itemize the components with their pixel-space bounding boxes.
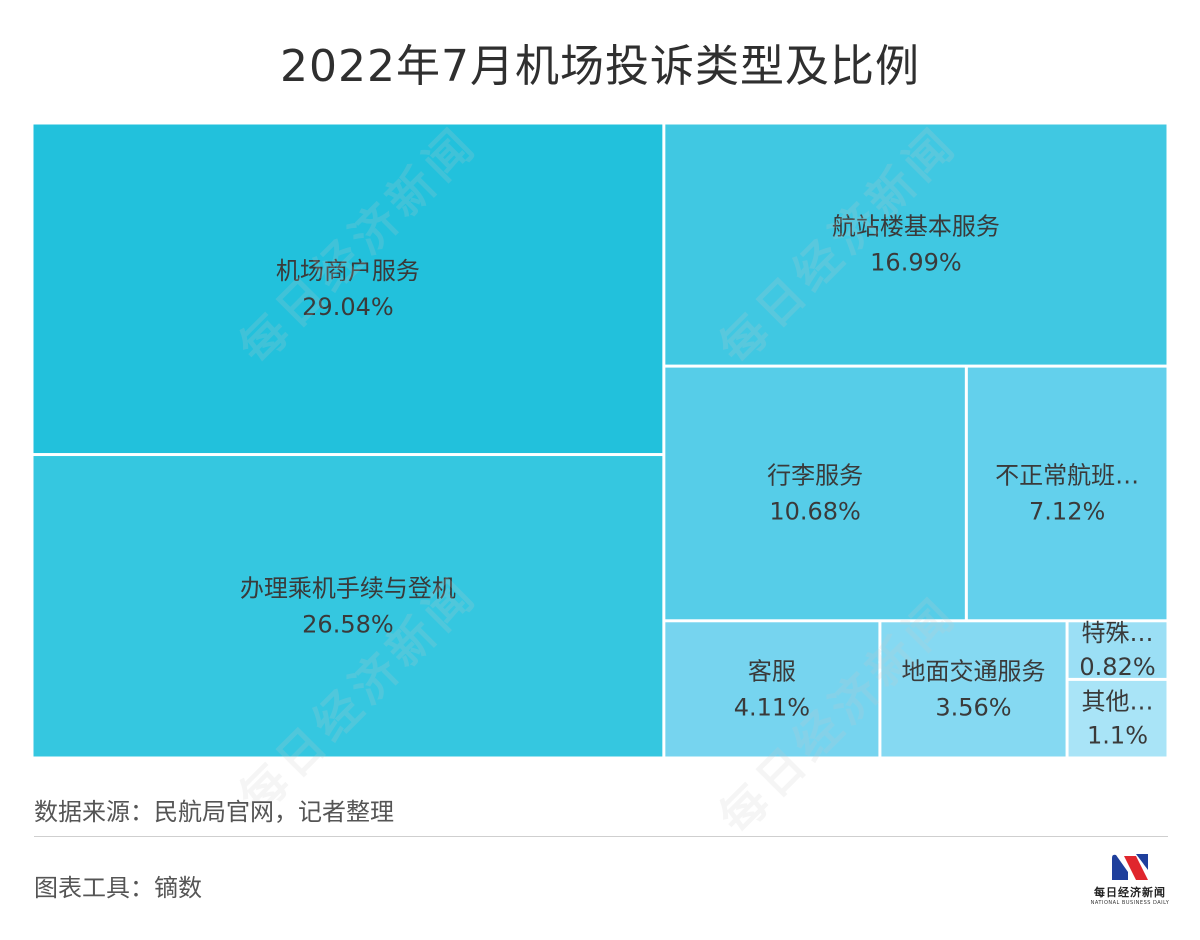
treemap-cell-rect (881, 622, 1066, 757)
treemap-cell-value: 10.68% (769, 497, 861, 525)
treemap-cell-name: 客服 (748, 657, 796, 685)
treemap-cell: 特殊… 0.82% (1068, 619, 1167, 681)
treemap-cell: 行李服务 10.68% (665, 367, 965, 620)
treemap-cell-value: 7.12% (1029, 497, 1105, 525)
treemap-cell-value: 3.56% (935, 693, 1011, 721)
treemap-cell-name: 办理乘机手续与登机 (240, 574, 456, 602)
treemap-cell: 航站楼基本服务 16.99% (665, 124, 1167, 365)
treemap-cell: 办理乘机手续与登机 26.58% (33, 456, 663, 757)
treemap-cell: 其他… 1.1% (1068, 680, 1167, 757)
treemap-cell-value: 0.82% (1079, 653, 1155, 681)
publisher-logo-name-en: NATIONAL BUSINESS DAILY (1090, 900, 1170, 906)
treemap-cell-rect (33, 124, 663, 454)
treemap-cell: 地面交通服务 3.56% (881, 622, 1066, 757)
treemap-cell-value: 1.1% (1087, 722, 1148, 750)
treemap-cell-name: 不正常航班… (995, 461, 1139, 489)
treemap-cell-rect (967, 367, 1167, 620)
chart-title: 2022年7月机场投诉类型及比例 (280, 41, 920, 92)
treemap-cell: 机场商户服务 29.04% (33, 124, 663, 454)
footer-divider (34, 836, 1168, 837)
treemap-cell-name: 航站楼基本服务 (832, 213, 1000, 241)
treemap-cell-rect (1068, 622, 1167, 678)
treemap-cell-value: 29.04% (302, 293, 394, 321)
treemap-cell-value: 26.58% (302, 610, 394, 638)
data-source-note: 数据来源：民航局官网，记者整理 (34, 798, 394, 826)
treemap-cell-name: 其他… (1082, 688, 1154, 716)
publisher-logo: 每日经济新闻 NATIONAL BUSINESS DAILY (1088, 852, 1172, 916)
treemap-cell-name: 特殊… (1082, 619, 1154, 647)
treemap-cell-name: 地面交通服务 (901, 657, 1045, 685)
treemap-cell-value: 4.11% (734, 693, 810, 721)
treemap-cell-name: 机场商户服务 (276, 257, 420, 285)
treemap-cell-rect (665, 622, 879, 757)
treemap-cell: 客服 4.11% (665, 622, 879, 757)
publisher-logo-icon (1112, 854, 1148, 880)
treemap-cell-rect (665, 367, 965, 620)
treemap-cell-rect (665, 124, 1167, 365)
chart-tool-note: 图表工具：镝数 (34, 874, 202, 902)
publisher-logo-name: 每日经济新闻 (1094, 886, 1166, 899)
treemap-cell-name: 行李服务 (767, 461, 863, 489)
treemap-cell-rect (1068, 680, 1167, 757)
treemap-cell: 不正常航班… 7.12% (967, 367, 1167, 620)
treemap-cell-value: 16.99% (870, 249, 962, 277)
treemap-cell-rect (33, 456, 663, 757)
